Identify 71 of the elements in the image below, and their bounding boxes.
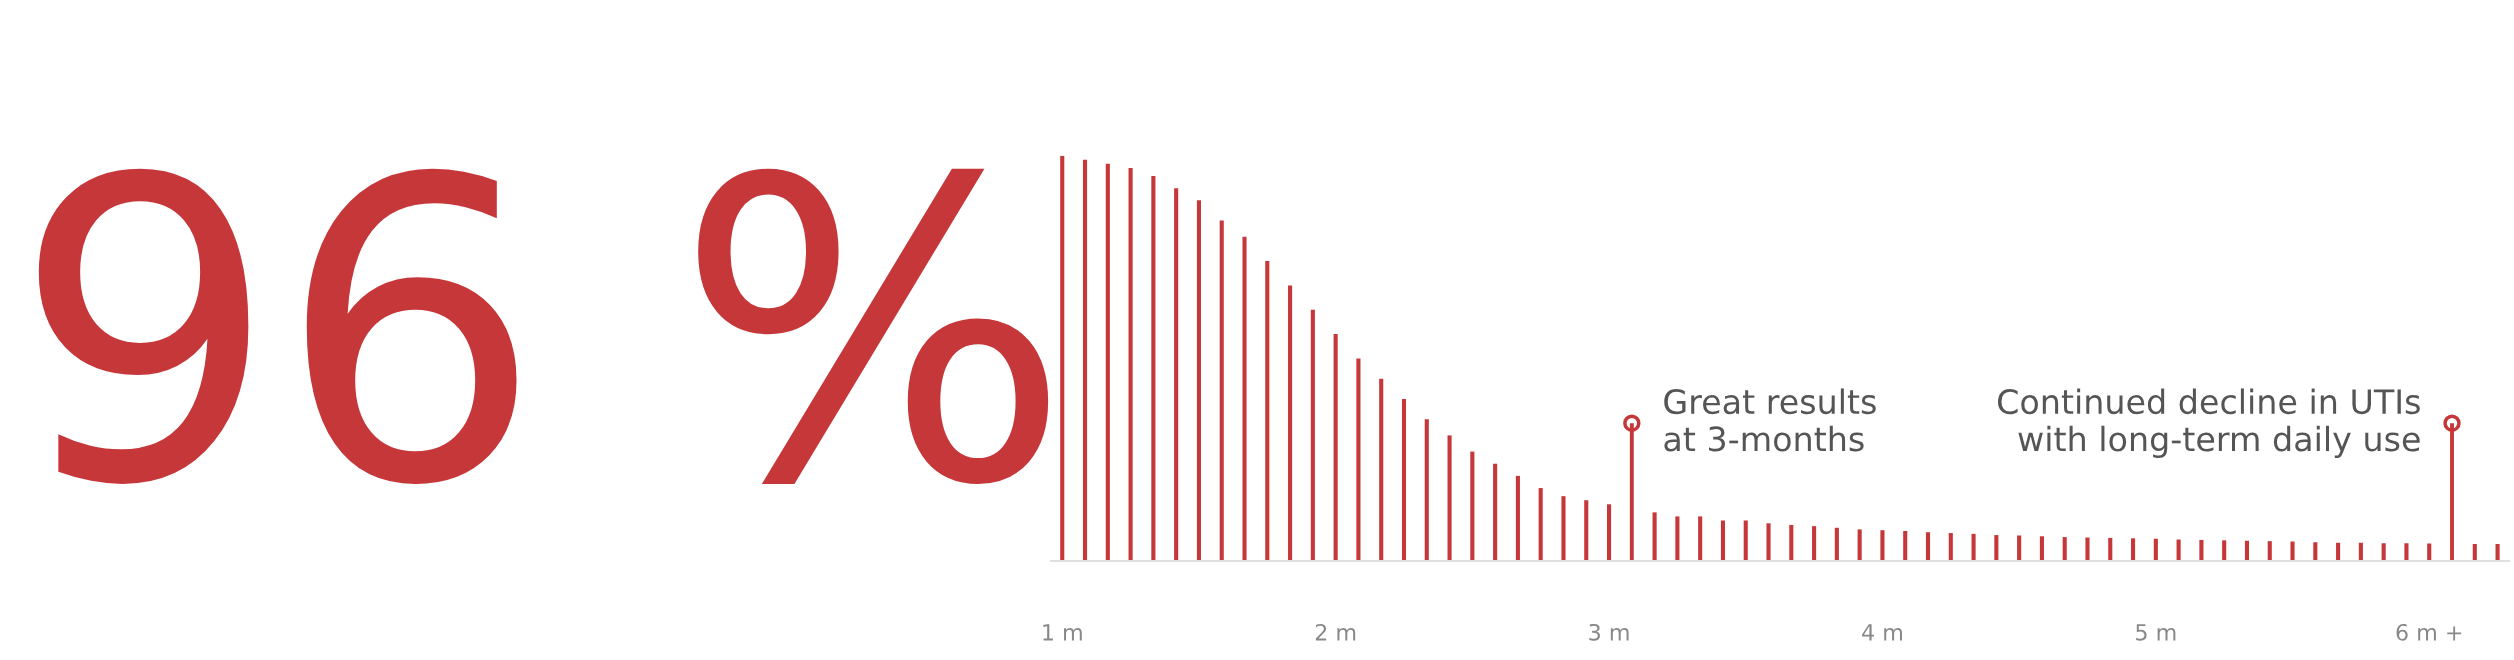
x-tick-label: 2 m	[1315, 623, 1356, 641]
bar	[1925, 532, 1931, 561]
bar	[2472, 543, 2477, 561]
bar	[1288, 285, 1293, 561]
bar	[1196, 200, 1201, 561]
x-tick-label: 3 m	[1589, 623, 1629, 641]
bar	[1698, 516, 1703, 561]
bar	[2085, 537, 2090, 561]
bar	[1880, 530, 1885, 561]
bar	[2153, 538, 2158, 561]
bar	[1561, 496, 1566, 561]
bar	[1606, 504, 1612, 561]
bar	[2017, 535, 2022, 561]
bar	[1538, 488, 1543, 561]
bar	[1857, 529, 1862, 561]
bar	[2381, 543, 2386, 561]
bar	[1424, 419, 1429, 561]
bar	[1743, 520, 1748, 561]
bar	[2131, 538, 2136, 561]
bar	[1447, 435, 1452, 561]
bar	[2222, 540, 2227, 561]
bar	[1082, 159, 1088, 561]
bar	[2404, 543, 2409, 561]
x-tick-label: 4 m	[1862, 624, 1902, 641]
bar	[1060, 155, 1065, 561]
bar	[1401, 398, 1407, 561]
bar	[2358, 542, 2363, 561]
bar	[1584, 500, 1589, 561]
bar	[2290, 541, 2295, 561]
bar	[2176, 539, 2181, 561]
bar	[1379, 378, 1384, 561]
bar	[1971, 533, 1976, 561]
bar	[1151, 176, 1156, 561]
bar	[1493, 463, 1498, 561]
chart-title: 96 %	[38, 168, 1049, 484]
bar	[1470, 451, 1475, 561]
bar	[1265, 261, 1270, 561]
bar	[1812, 526, 1817, 561]
x-tick-label: 6 m +	[2396, 623, 2462, 641]
bar	[2267, 541, 2272, 561]
bar	[1219, 220, 1224, 561]
bar	[1834, 527, 1839, 561]
x-tick-label: 5 m	[2136, 624, 2176, 641]
bar	[1128, 167, 1133, 561]
bar	[1356, 358, 1361, 561]
bar	[2244, 540, 2250, 561]
bar	[1789, 524, 1794, 561]
annotation: Continued decline in UTIs with long-term daily use	[1998, 388, 2420, 459]
bar	[2039, 536, 2044, 561]
bar	[1515, 475, 1520, 561]
bar	[1948, 533, 1953, 561]
bar	[2062, 537, 2067, 561]
bar	[1675, 516, 1680, 561]
bar	[1174, 188, 1179, 561]
bar	[2199, 539, 2204, 561]
x-tick-label: 1 m	[1043, 624, 1082, 641]
annotation: Great results at 3-months	[1664, 388, 1876, 452]
bar	[2336, 542, 2341, 561]
bar	[2108, 537, 2113, 561]
bar	[2427, 543, 2432, 561]
bar	[1652, 512, 1657, 561]
bar	[1105, 163, 1110, 561]
bar	[1720, 520, 1725, 561]
bar	[2495, 543, 2500, 561]
bar	[1333, 334, 1338, 561]
bar	[1310, 309, 1315, 561]
bar	[1242, 236, 1247, 561]
bar	[1994, 535, 1999, 561]
bar	[2313, 542, 2318, 561]
bar	[1903, 531, 1908, 561]
bar	[1766, 523, 1771, 561]
